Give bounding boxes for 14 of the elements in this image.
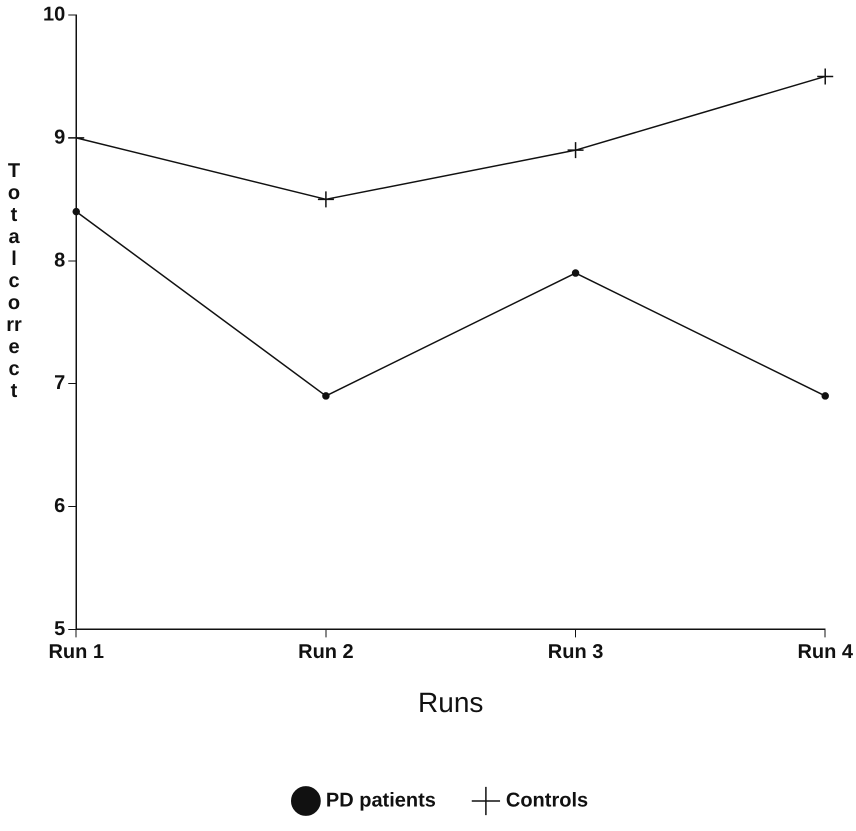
x-tick-label: Run 4 <box>797 640 854 663</box>
y-tick-label: 8 <box>54 249 66 272</box>
legend-label: Controls <box>506 790 588 812</box>
y-tick-label: 9 <box>54 126 66 148</box>
y-tick-label: 7 <box>54 372 66 394</box>
x-tick-label: Run 2 <box>298 640 354 663</box>
y-tick-label: 5 <box>54 618 66 640</box>
legend-label: PD patients <box>326 790 436 812</box>
y-tick-label: 6 <box>54 495 66 518</box>
x-axis-title: Runs <box>418 686 484 718</box>
x-tick-label: Run 3 <box>548 640 604 663</box>
y-tick-label: 10 <box>42 4 66 26</box>
text: Total correct <box>6 160 22 402</box>
x-tick-label: Run 1 <box>48 640 104 663</box>
